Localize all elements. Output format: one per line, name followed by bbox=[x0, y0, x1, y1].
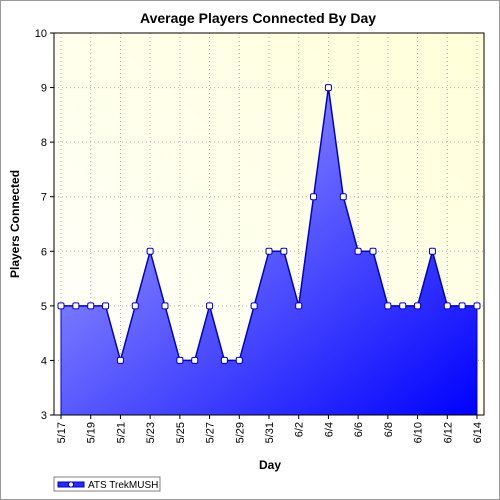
x-tick-label-11: 6/8 bbox=[383, 422, 395, 437]
data-point-6-14 bbox=[473, 302, 481, 310]
x-tick-label-4: 5/25 bbox=[175, 422, 187, 443]
data-point-6-7 bbox=[369, 247, 377, 255]
legend-marker bbox=[67, 481, 75, 488]
y-tick-label-6: 9 bbox=[41, 83, 47, 95]
legend: ATS TrekMUSH bbox=[53, 476, 161, 492]
x-tick-label-0: 5/17 bbox=[56, 422, 68, 443]
data-point-5-17 bbox=[57, 302, 65, 310]
data-point-5-31 bbox=[265, 247, 273, 255]
data-point-5-22 bbox=[131, 302, 139, 310]
y-tick-label-3: 6 bbox=[41, 246, 47, 258]
y-axis-title: Players Connected bbox=[8, 170, 22, 278]
data-point-5-18 bbox=[72, 302, 80, 310]
data-point-6-9 bbox=[399, 302, 407, 310]
x-tick-label-10: 6/6 bbox=[353, 422, 365, 437]
data-point-5-26 bbox=[191, 356, 199, 364]
x-axis: 5/17 5/19 5/21 5/23 5/25 5/27 5/29 5/31 6/2 6/4 6/… bbox=[56, 415, 484, 443]
data-point-6-1 bbox=[280, 247, 288, 255]
x-tick-label-8: 6/2 bbox=[294, 422, 306, 437]
y-tick-label-1: 4 bbox=[41, 355, 47, 367]
y-tick-label-5: 8 bbox=[41, 137, 47, 149]
y-tick-label-4: 7 bbox=[41, 192, 47, 204]
data-point-6-12 bbox=[443, 302, 451, 310]
data-point-5-25 bbox=[176, 356, 184, 364]
x-tick-label-12: 6/10 bbox=[413, 422, 425, 443]
data-point-6-2 bbox=[295, 302, 303, 310]
y-tick-label-0: 3 bbox=[41, 410, 47, 422]
x-tick-label-1: 5/19 bbox=[86, 422, 98, 443]
data-point-6-6 bbox=[354, 247, 362, 255]
x-tick-label-5: 5/27 bbox=[205, 422, 217, 443]
x-tick-label-14: 6/14 bbox=[472, 422, 484, 443]
data-point-6-13 bbox=[458, 302, 466, 310]
x-tick-label-3: 5/23 bbox=[145, 422, 157, 443]
chart-title: Average Players Connected By Day bbox=[140, 10, 376, 26]
data-point-5-21 bbox=[116, 356, 124, 364]
x-tick-label-13: 6/12 bbox=[442, 422, 454, 443]
data-point-5-27 bbox=[206, 302, 214, 310]
data-point-6-10 bbox=[414, 302, 422, 310]
data-point-5-19 bbox=[87, 302, 95, 310]
data-point-6-11 bbox=[428, 247, 436, 255]
x-tick-label-7: 5/31 bbox=[264, 422, 276, 443]
data-point-5-28 bbox=[220, 356, 228, 364]
data-point-5-29 bbox=[235, 356, 243, 364]
x-tick-label-6: 5/29 bbox=[234, 422, 246, 443]
data-point-6-8 bbox=[384, 302, 392, 310]
x-tick-label-9: 6/4 bbox=[323, 422, 335, 437]
x-tick-label-2: 5/21 bbox=[115, 422, 127, 443]
series-markers bbox=[57, 84, 481, 364]
data-point-5-20 bbox=[102, 302, 110, 310]
data-point-5-24 bbox=[161, 302, 169, 310]
x-axis-title: Day bbox=[259, 458, 281, 472]
y-tick-label-7: 10 bbox=[35, 28, 47, 40]
data-point-6-4 bbox=[324, 84, 332, 92]
data-point-5-30 bbox=[250, 302, 258, 310]
data-point-5-23 bbox=[146, 247, 154, 255]
y-axis: 3 4 5 6 7 8 9 10 bbox=[35, 28, 54, 422]
data-point-6-5 bbox=[339, 193, 347, 201]
y-tick-label-2: 5 bbox=[41, 301, 47, 313]
data-point-6-3 bbox=[310, 193, 318, 201]
legend-label: ATS TrekMUSH bbox=[88, 480, 158, 491]
